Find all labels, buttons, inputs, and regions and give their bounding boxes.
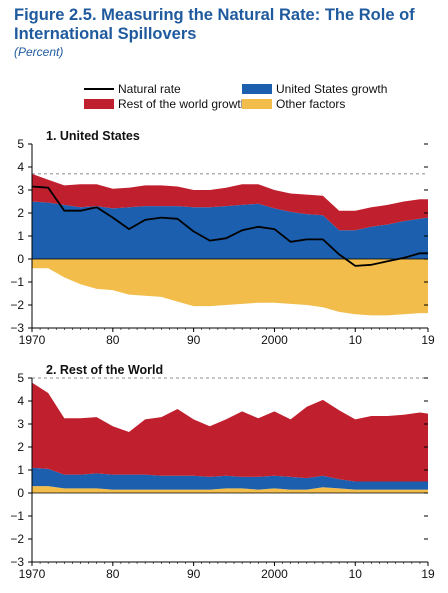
y-tick-label: −3	[10, 555, 24, 569]
y-tick-label: 3	[17, 417, 24, 431]
area-other-factors	[32, 486, 428, 493]
y-tick-label: −2	[10, 298, 24, 312]
y-tick-label: 5	[17, 371, 24, 385]
y-tick-label: −1	[10, 275, 24, 289]
y-tick-label: 2	[17, 206, 24, 220]
legend-item-natural-rate: Natural rate	[84, 82, 181, 96]
legend-label: Natural rate	[118, 82, 181, 96]
y-tick-label: 1	[17, 463, 24, 477]
y-tick-label: −2	[10, 532, 24, 546]
legend-swatch	[84, 99, 114, 109]
x-tick-label: 1970	[19, 333, 46, 347]
y-tick-label: 1	[17, 229, 24, 243]
y-tick-label: 2	[17, 440, 24, 454]
area-us-growth	[32, 467, 428, 490]
x-tick-label: 90	[187, 333, 201, 347]
y-tick-label: 3	[17, 183, 24, 197]
panel-title: 2. Rest of the World	[46, 363, 163, 377]
legend-label: Rest of the world growth	[118, 97, 248, 111]
legend-item-row-growth: Rest of the world growth	[84, 97, 247, 111]
legend-swatch	[242, 84, 272, 94]
y-tick-label: −3	[10, 321, 24, 335]
x-tick-label: 80	[106, 333, 120, 347]
x-tick-label: 19	[421, 333, 435, 347]
legend-label: United States growth	[276, 82, 388, 96]
legend-swatch	[242, 99, 272, 109]
x-tick-label: 1970	[19, 567, 46, 581]
y-tick-label: 4	[17, 394, 24, 408]
x-tick-label: 10	[349, 333, 363, 347]
x-tick-label: 19	[421, 567, 435, 581]
legend: Natural rate United States growth Rest o…	[0, 0, 448, 120]
legend-item-other-factors: Other factors	[242, 97, 345, 111]
chart-title: Figure 2.5. Measuring the Natural Rate: …	[14, 6, 415, 43]
y-tick-label: 0	[17, 486, 24, 500]
area-row-growth	[32, 382, 428, 482]
area-row-growth	[32, 173, 428, 231]
panel-title: 1. United States	[46, 129, 140, 143]
y-tick-label: 4	[17, 160, 24, 174]
y-tick-label: −1	[10, 509, 24, 523]
legend-label: Other factors	[276, 97, 346, 111]
x-tick-label: 10	[349, 567, 363, 581]
x-tick-label: 2000	[261, 333, 288, 347]
x-tick-label: 90	[187, 567, 201, 581]
y-tick-label: 5	[17, 137, 24, 151]
legend-line-swatch	[84, 88, 114, 90]
x-tick-label: 80	[106, 567, 120, 581]
legend-item-us-growth: United States growth	[242, 82, 387, 96]
y-tick-label: 0	[17, 252, 24, 266]
chart-subtitle: (Percent)	[14, 45, 64, 59]
line-natural-rate	[31, 185, 428, 267]
area-other-factors	[32, 259, 428, 316]
x-tick-label: 2000	[261, 567, 288, 581]
